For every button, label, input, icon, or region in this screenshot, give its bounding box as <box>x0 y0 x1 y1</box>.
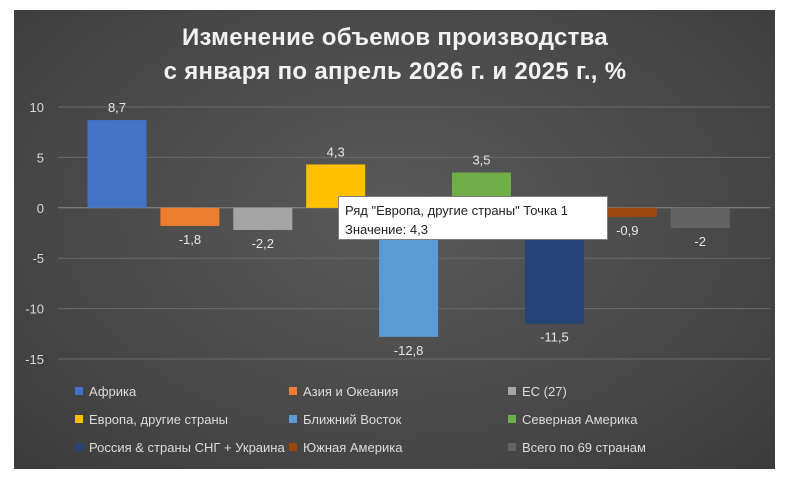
legend-swatch <box>75 387 83 395</box>
bar-8[interactable] <box>597 207 657 217</box>
legend-swatch <box>75 443 83 451</box>
chart-title-line-2: с января по апрель 2026 г. и 2025 г., % <box>163 58 627 85</box>
legend-label: ЕС (27) <box>522 383 567 399</box>
bar-1[interactable] <box>87 120 147 208</box>
legend-swatch <box>508 415 516 423</box>
bar-3[interactable] <box>233 207 293 230</box>
legend-label: Европа, другие страны <box>89 411 228 427</box>
data-label: -12,8 <box>394 343 424 358</box>
legend-label: Южная Америка <box>303 439 403 455</box>
data-label: -1,8 <box>179 232 201 247</box>
data-label: -0,9 <box>616 223 638 238</box>
legend-label: Африка <box>89 383 137 399</box>
legend-swatch <box>75 415 83 423</box>
legend-label: Северная Америка <box>522 411 638 427</box>
legend-swatch <box>508 443 516 451</box>
legend-item[interactable]: Всего по 69 странам <box>508 438 646 456</box>
legend-label: Азия и Океания <box>303 383 399 399</box>
legend-item[interactable]: Европа, другие страны <box>75 410 228 428</box>
data-label: 8,7 <box>108 100 126 115</box>
legend-swatch <box>289 415 297 423</box>
y-tick-label: 5 <box>37 150 44 165</box>
y-tick-label: -15 <box>25 352 44 367</box>
y-tick-label: 10 <box>30 100 44 115</box>
y-tick-label: -10 <box>25 302 44 317</box>
data-label: 4,3 <box>327 144 345 159</box>
legend-item[interactable]: ЕС (27) <box>508 382 567 400</box>
legend-item[interactable]: Африка <box>75 382 136 400</box>
data-label: 3,5 <box>472 153 490 168</box>
y-tick-label: 0 <box>37 201 44 216</box>
legend-item[interactable]: Азия и Океания <box>289 382 398 400</box>
chart-title-line-1: Изменение объемов производства <box>181 24 609 51</box>
data-label: -2,2 <box>252 236 274 251</box>
tooltip-value-line: Значение: 4,3 <box>345 222 428 237</box>
legend-label: Всего по 69 странам <box>522 439 646 455</box>
legend-swatch <box>508 387 516 395</box>
bar-2[interactable] <box>160 207 220 226</box>
legend-item[interactable]: Ближний Восток <box>289 410 401 428</box>
tooltip-series-line: Ряд "Европа, другие страны" Точка 1 <box>345 203 568 218</box>
legend-item[interactable]: Северная Америка <box>508 410 637 428</box>
legend-label: Россия & страны СНГ + Украина <box>89 439 285 455</box>
legend-swatch <box>289 443 297 451</box>
legend-item[interactable]: Южная Америка <box>289 438 402 456</box>
data-label: -2 <box>694 234 706 249</box>
data-point-tooltip: Ряд "Европа, другие страны" Точка 1 Знач… <box>338 196 608 240</box>
legend-swatch <box>289 387 297 395</box>
y-tick-label: -5 <box>32 251 44 266</box>
legend-item[interactable]: Россия & страны СНГ + Украина <box>75 438 285 456</box>
bar-9[interactable] <box>670 207 730 228</box>
data-label: -11,5 <box>540 330 569 345</box>
legend-label: Ближний Восток <box>303 411 402 427</box>
